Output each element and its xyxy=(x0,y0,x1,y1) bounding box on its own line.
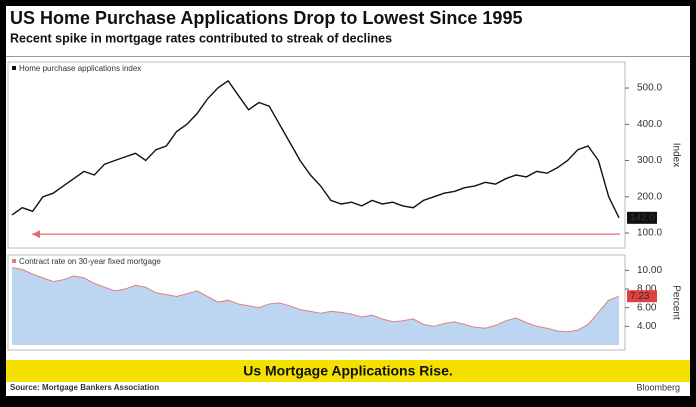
y-tick-label: 100.0 xyxy=(637,228,662,239)
last-value-tag xyxy=(627,211,657,224)
panel-border xyxy=(7,254,626,351)
divider xyxy=(6,56,690,57)
title: US Home Purchase Applications Drop to Lo… xyxy=(10,8,522,28)
legend-label: Home purchase applications index xyxy=(19,64,141,73)
brand: Bloomberg xyxy=(636,382,680,392)
y-tick-label: 10.00 xyxy=(637,265,662,276)
y-axis-label: Index xyxy=(670,143,681,167)
y-tick-label: 4.00 xyxy=(637,321,657,332)
y-tick-label: 300.0 xyxy=(637,155,662,166)
legend-label: Contract rate on 30-year fixed mortgage xyxy=(19,257,161,266)
y-tick-label: 400.0 xyxy=(637,119,662,130)
line xyxy=(11,79,620,219)
y-tick-label: 8.00 xyxy=(637,284,657,295)
legend-swatch xyxy=(12,259,16,263)
subtitle: Recent spike in mortgage rates contribut… xyxy=(10,31,392,45)
banner: Us Mortgage Applications Rise. xyxy=(243,363,453,379)
last-value-label: 142.0 xyxy=(630,212,655,223)
legend-swatch xyxy=(12,66,16,70)
last-value-label: 7.23 xyxy=(630,291,650,302)
arrow-head xyxy=(32,230,40,239)
banner-bg xyxy=(6,360,690,382)
y-axis-label: Percent xyxy=(670,285,681,320)
last-value-tag xyxy=(627,290,657,303)
panel-border xyxy=(7,61,626,249)
source: Source: Mortgage Bankers Association xyxy=(10,383,159,392)
y-tick-label: 500.0 xyxy=(637,83,662,94)
y-tick-label: 200.0 xyxy=(637,191,662,202)
y-tick-label: 6.00 xyxy=(637,302,657,313)
line xyxy=(11,267,620,333)
